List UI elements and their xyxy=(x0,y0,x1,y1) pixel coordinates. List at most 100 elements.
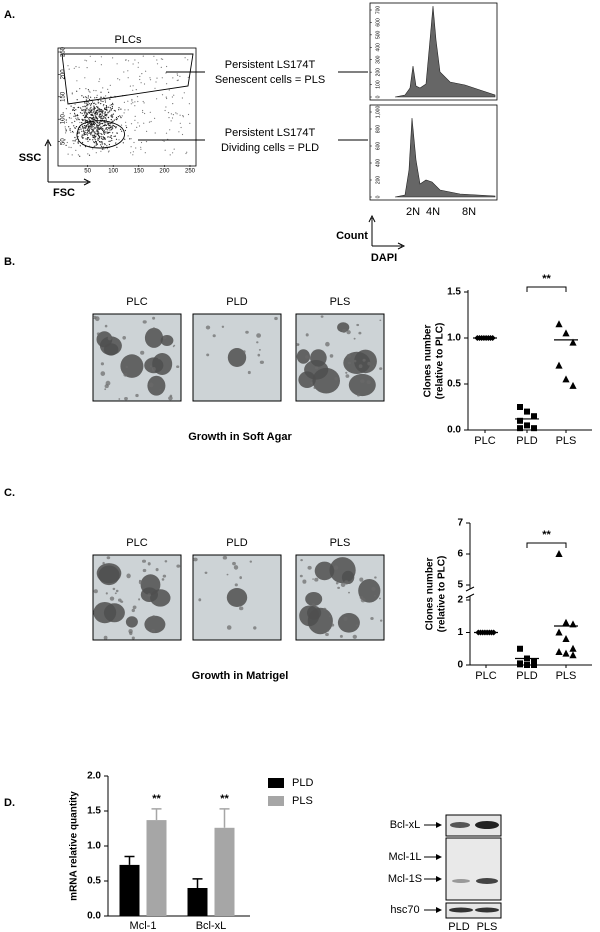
flow-event xyxy=(84,117,86,119)
flow-event xyxy=(94,136,96,138)
flow-event xyxy=(87,137,90,139)
flow-event xyxy=(70,117,72,119)
colony xyxy=(331,623,335,627)
flow-event xyxy=(92,126,94,128)
colony xyxy=(142,568,147,573)
flow-event xyxy=(114,142,117,144)
flow-event xyxy=(90,132,92,134)
colony xyxy=(125,365,128,369)
flow-event xyxy=(99,115,101,118)
colony xyxy=(333,565,339,570)
flow-event xyxy=(130,152,132,154)
dot-marker xyxy=(555,550,563,557)
flow-event xyxy=(88,119,90,121)
colony xyxy=(206,353,210,357)
colony xyxy=(234,583,238,587)
histogram xyxy=(394,5,496,98)
flow-event xyxy=(129,85,131,87)
flow-x-tick-label: 250 xyxy=(185,169,196,175)
colony xyxy=(337,322,350,333)
flow-event xyxy=(98,124,101,126)
y-tick-label: 2 xyxy=(457,595,463,606)
colony xyxy=(100,371,106,376)
flow-event xyxy=(176,79,178,82)
flow-event xyxy=(81,108,83,110)
flow-event xyxy=(111,116,113,118)
flow-event xyxy=(154,87,156,89)
flow-event xyxy=(64,139,66,141)
flow-event xyxy=(161,77,163,79)
flow-event xyxy=(78,118,80,120)
flow-event xyxy=(171,96,173,98)
flow-event xyxy=(103,117,105,119)
flow-event xyxy=(74,115,76,117)
flow-event xyxy=(84,106,86,108)
flow-event xyxy=(87,111,89,113)
flow-event xyxy=(171,117,174,119)
significance-label: ** xyxy=(542,273,551,285)
flow-event xyxy=(116,146,118,148)
image-label: PLD xyxy=(226,296,247,308)
flow-event xyxy=(88,90,90,92)
flow-event xyxy=(103,143,106,145)
flow-event xyxy=(97,100,99,102)
flow-event xyxy=(154,132,156,134)
flow-event xyxy=(166,97,168,100)
flow-event xyxy=(106,132,108,134)
flow-event xyxy=(86,132,88,134)
flow-event xyxy=(109,131,111,133)
colony xyxy=(151,628,156,634)
flow-event xyxy=(133,141,135,144)
flow-event xyxy=(62,119,64,121)
colony xyxy=(212,334,216,338)
flow-event xyxy=(86,126,88,128)
y-tick-label: 0.5 xyxy=(447,379,461,390)
flow-event xyxy=(82,109,84,111)
histogram-y-tick-label: 500 xyxy=(375,30,381,39)
dot-marker xyxy=(555,320,563,328)
flow-event xyxy=(103,148,105,150)
flow-event xyxy=(101,117,103,119)
flow-event xyxy=(96,107,98,109)
flow-event xyxy=(87,125,89,127)
flow-event xyxy=(113,124,115,127)
colony xyxy=(305,355,309,359)
flow-event xyxy=(105,121,107,124)
y-tick-label: 0.5 xyxy=(87,876,101,887)
flow-event xyxy=(82,134,84,136)
colony xyxy=(232,561,236,566)
gate-dividing xyxy=(76,120,125,149)
colony xyxy=(222,555,228,560)
flow-event xyxy=(115,126,117,128)
flow-event xyxy=(145,141,148,143)
flow-event xyxy=(92,101,94,103)
flow-event xyxy=(110,108,112,110)
flow-event xyxy=(68,126,70,128)
flow-event xyxy=(81,134,83,136)
flow-event xyxy=(92,112,94,114)
flow-event xyxy=(95,152,97,154)
colony xyxy=(335,582,339,585)
flow-event xyxy=(86,112,88,114)
flow-event xyxy=(97,102,99,104)
colony xyxy=(126,573,131,579)
flow-event xyxy=(120,124,123,126)
flow-event xyxy=(84,59,86,61)
flow-event xyxy=(88,122,90,124)
image-caption: Growth in Soft Agar xyxy=(188,431,292,443)
flow-event xyxy=(103,129,105,131)
colony xyxy=(99,336,122,356)
flow-event xyxy=(146,130,148,132)
flow-event xyxy=(140,82,142,84)
flow-event xyxy=(82,141,84,144)
flow-event xyxy=(127,109,129,111)
flow-event xyxy=(83,125,86,127)
colony xyxy=(313,386,316,389)
colony xyxy=(144,615,166,634)
flow-event xyxy=(84,110,87,112)
flow-event xyxy=(74,136,76,139)
dot-marker xyxy=(562,635,570,642)
flow-event xyxy=(87,89,89,91)
colony xyxy=(353,337,356,340)
